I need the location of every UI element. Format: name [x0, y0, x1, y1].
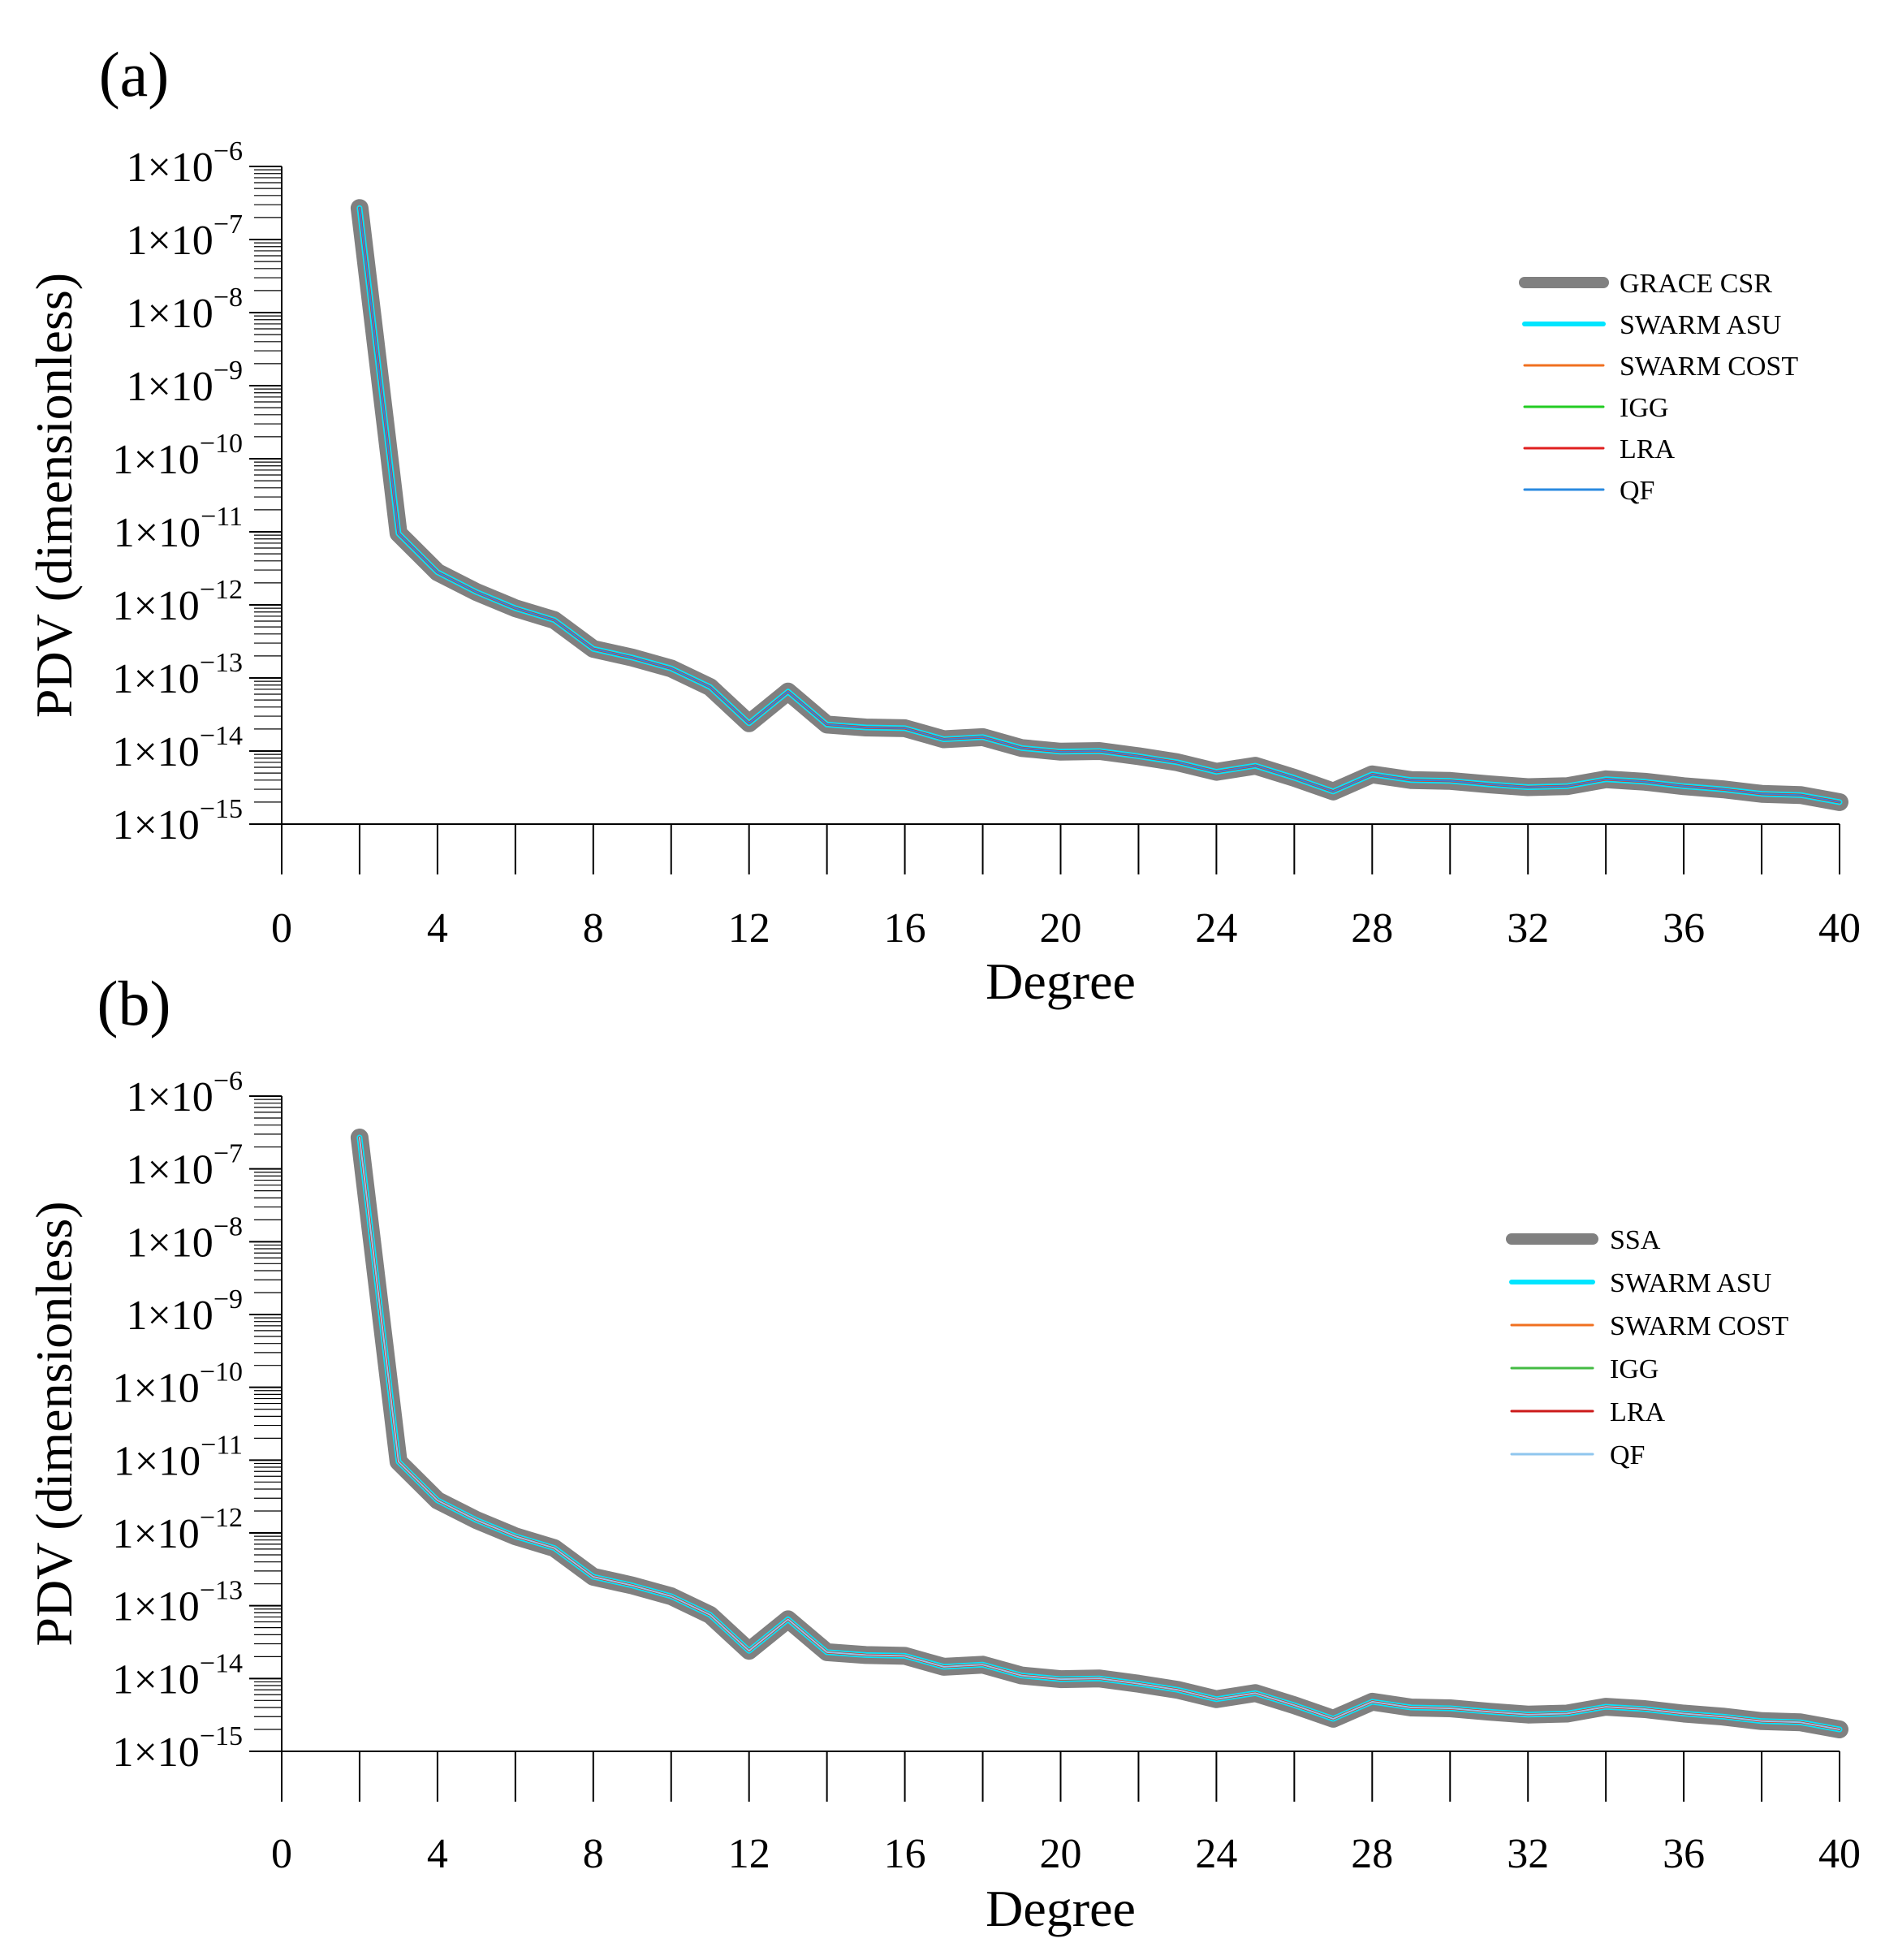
legend-label: LRA — [1620, 434, 1675, 464]
series-line-igg — [358, 206, 1841, 804]
x-tick-label: 12 — [728, 1831, 770, 1877]
y-tick-label: 1×10−12 — [112, 575, 243, 629]
y-tick-label: 1×10−13 — [112, 1576, 243, 1630]
y-tick-label: 1×10−11 — [114, 1430, 243, 1484]
series-line-swarm-asu — [356, 205, 1843, 805]
x-tick-label: 36 — [1663, 1831, 1705, 1877]
x-axis-title: Degree — [986, 1880, 1136, 1937]
series-line-lra — [358, 206, 1841, 804]
legend-label: IGG — [1610, 1354, 1659, 1384]
legend-label: LRA — [1610, 1397, 1665, 1427]
legend-label: SSA — [1610, 1225, 1661, 1255]
x-tick-label: 24 — [1195, 905, 1237, 952]
x-tick-label: 32 — [1507, 905, 1549, 952]
series-line-qf — [358, 207, 1840, 803]
x-tick-label: 28 — [1351, 905, 1393, 952]
y-tick-label: 1×10−7 — [126, 1139, 243, 1194]
y-tick-label: 1×10−15 — [112, 1721, 243, 1776]
legend-label: SWARM ASU — [1610, 1268, 1771, 1298]
y-tick-label: 1×10−10 — [112, 1358, 243, 1412]
series-line-grace-csr — [350, 199, 1848, 811]
legend-label: SWARM COST — [1620, 352, 1798, 382]
legend-label: SWARM COST — [1610, 1311, 1788, 1341]
x-tick-label: 20 — [1040, 905, 1082, 952]
x-tick-label: 0 — [271, 1831, 292, 1877]
legend: SSA SWARM ASU SWARM COST IGG LRA QF — [1506, 1225, 1788, 1470]
series-line-swarm-cost — [358, 206, 1841, 804]
y-tick-label: 1×10−12 — [112, 1503, 243, 1557]
x-tick-label: 8 — [583, 1831, 604, 1877]
x-tick-label: 16 — [884, 1831, 926, 1877]
panel-label: (b) — [97, 968, 171, 1038]
x-tick-label: 0 — [271, 905, 292, 952]
y-tick-label: 1×10−6 — [126, 136, 243, 191]
y-tick-label: 1×10−11 — [114, 502, 243, 556]
x-axis-title: Degree — [986, 952, 1136, 1010]
x-tick-label: 4 — [427, 905, 448, 952]
series-line-qf — [358, 1137, 1840, 1730]
chart-panel-a: (a) 1×10−6 1×10−7 1×10−8 1×10−9 1×10−10 1×10−1… — [25, 39, 1861, 1010]
y-tick-label: 1×10−15 — [112, 794, 243, 848]
x-tick-label: 8 — [583, 905, 604, 952]
legend-label: GRACE CSR — [1620, 269, 1772, 299]
y-tick-label: 1×10−10 — [112, 429, 243, 483]
x-tick-label: 40 — [1818, 1831, 1861, 1877]
x-tick-label: 20 — [1040, 1831, 1082, 1877]
y-tick-label: 1×10−14 — [112, 721, 243, 775]
legend-label: SWARM ASU — [1620, 310, 1781, 340]
y-tick-label: 1×10−6 — [126, 1066, 243, 1120]
y-tick-label: 1×10−14 — [112, 1648, 243, 1703]
x-tick-label: 4 — [427, 1831, 448, 1877]
x-tick-label: 40 — [1818, 905, 1861, 952]
y-tick-label: 1×10−8 — [126, 1211, 243, 1266]
legend-label: QF — [1620, 476, 1654, 506]
y-tick-label: 1×10−9 — [126, 1284, 243, 1339]
chart-panel-b: (b) 1×10−6 1×10−7 1×10−8 1×10−9 1×10−10 1×10−1… — [25, 968, 1861, 1937]
x-tick-label: 32 — [1507, 1831, 1549, 1877]
x-tick-label: 36 — [1663, 905, 1705, 952]
y-tick-label: 1×10−13 — [112, 648, 243, 702]
y-axis-title: PDV (dimensionless) — [25, 273, 83, 718]
x-tick-label: 16 — [884, 905, 926, 952]
y-tick-label: 1×10−8 — [126, 283, 243, 337]
y-axis-title: PDV (dimensionless) — [25, 1201, 83, 1646]
legend: GRACE CSR SWARM ASU SWARM COST IGG LRA QF — [1519, 269, 1798, 506]
x-tick-label: 12 — [728, 905, 770, 952]
x-tick-label: 28 — [1351, 1831, 1393, 1877]
y-tick-label: 1×10−9 — [126, 356, 243, 410]
x-tick-label: 24 — [1195, 1831, 1237, 1877]
legend-label: QF — [1610, 1440, 1645, 1470]
legend-label: IGG — [1620, 393, 1668, 423]
y-tick-label: 1×10−7 — [126, 209, 243, 264]
panel-label: (a) — [99, 39, 170, 110]
